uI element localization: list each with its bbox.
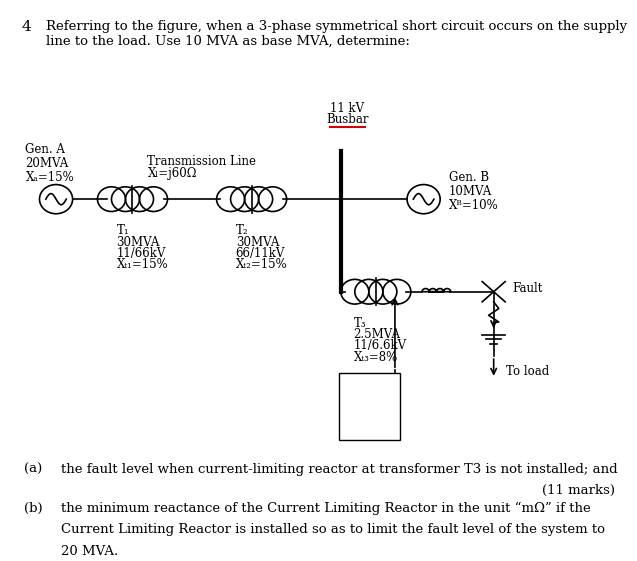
Text: Xₗ=j60Ω: Xₗ=j60Ω bbox=[148, 167, 197, 180]
Text: (a): (a) bbox=[24, 463, 43, 476]
FancyBboxPatch shape bbox=[339, 373, 400, 440]
Text: Xₜ₂=15%: Xₜ₂=15% bbox=[236, 258, 287, 271]
Text: T₂: T₂ bbox=[236, 224, 248, 237]
Text: 66/11kV: 66/11kV bbox=[236, 247, 285, 260]
Text: 2.5MVA: 2.5MVA bbox=[354, 328, 401, 341]
Text: 11/6.6kV: 11/6.6kV bbox=[354, 339, 406, 352]
Text: the fault level when current-limiting reactor at transformer T3 is not installed: the fault level when current-limiting re… bbox=[61, 463, 617, 476]
Text: 20 MVA.: 20 MVA. bbox=[61, 545, 118, 558]
Text: the minimum reactance of the Current Limiting Reactor in the unit “mΩ” if the: the minimum reactance of the Current Lim… bbox=[61, 502, 590, 516]
Text: Gen. A: Gen. A bbox=[25, 143, 66, 156]
Text: 20MVA: 20MVA bbox=[25, 157, 69, 170]
Text: 30MVA: 30MVA bbox=[117, 236, 160, 249]
Text: Xₜ₁=15%: Xₜ₁=15% bbox=[117, 258, 168, 271]
Text: Busbar: Busbar bbox=[326, 113, 368, 126]
Text: Reactor: Reactor bbox=[347, 413, 392, 423]
Text: T₁: T₁ bbox=[117, 224, 129, 237]
Text: Xₐ=15%: Xₐ=15% bbox=[25, 171, 75, 184]
Text: 11 kV: 11 kV bbox=[330, 102, 364, 115]
Text: Current Limiting Reactor is installed so as to limit the fault level of the syst: Current Limiting Reactor is installed so… bbox=[61, 523, 605, 536]
Text: 30MVA: 30MVA bbox=[236, 236, 279, 249]
Text: Gen. B: Gen. B bbox=[449, 171, 489, 184]
Text: To load: To load bbox=[506, 365, 550, 378]
Text: 4: 4 bbox=[21, 20, 31, 34]
Text: Xₜ₃=8%: Xₜ₃=8% bbox=[354, 351, 397, 364]
Text: Referring to the figure, when a 3-phase symmetrical short circuit occurs on the : Referring to the figure, when a 3-phase … bbox=[46, 20, 627, 48]
Text: (b): (b) bbox=[24, 502, 43, 515]
Text: Transmission Line: Transmission Line bbox=[148, 155, 257, 168]
Text: 10MVA: 10MVA bbox=[449, 185, 492, 198]
Text: Current: Current bbox=[347, 390, 392, 401]
Text: Fault: Fault bbox=[513, 282, 543, 296]
Text: (11 marks): (11 marks) bbox=[541, 484, 615, 497]
Text: Limiting: Limiting bbox=[346, 402, 393, 412]
Text: Xᴮ=10%: Xᴮ=10% bbox=[449, 199, 499, 212]
Text: 11/66kV: 11/66kV bbox=[117, 247, 166, 260]
Text: T₃: T₃ bbox=[354, 317, 366, 330]
